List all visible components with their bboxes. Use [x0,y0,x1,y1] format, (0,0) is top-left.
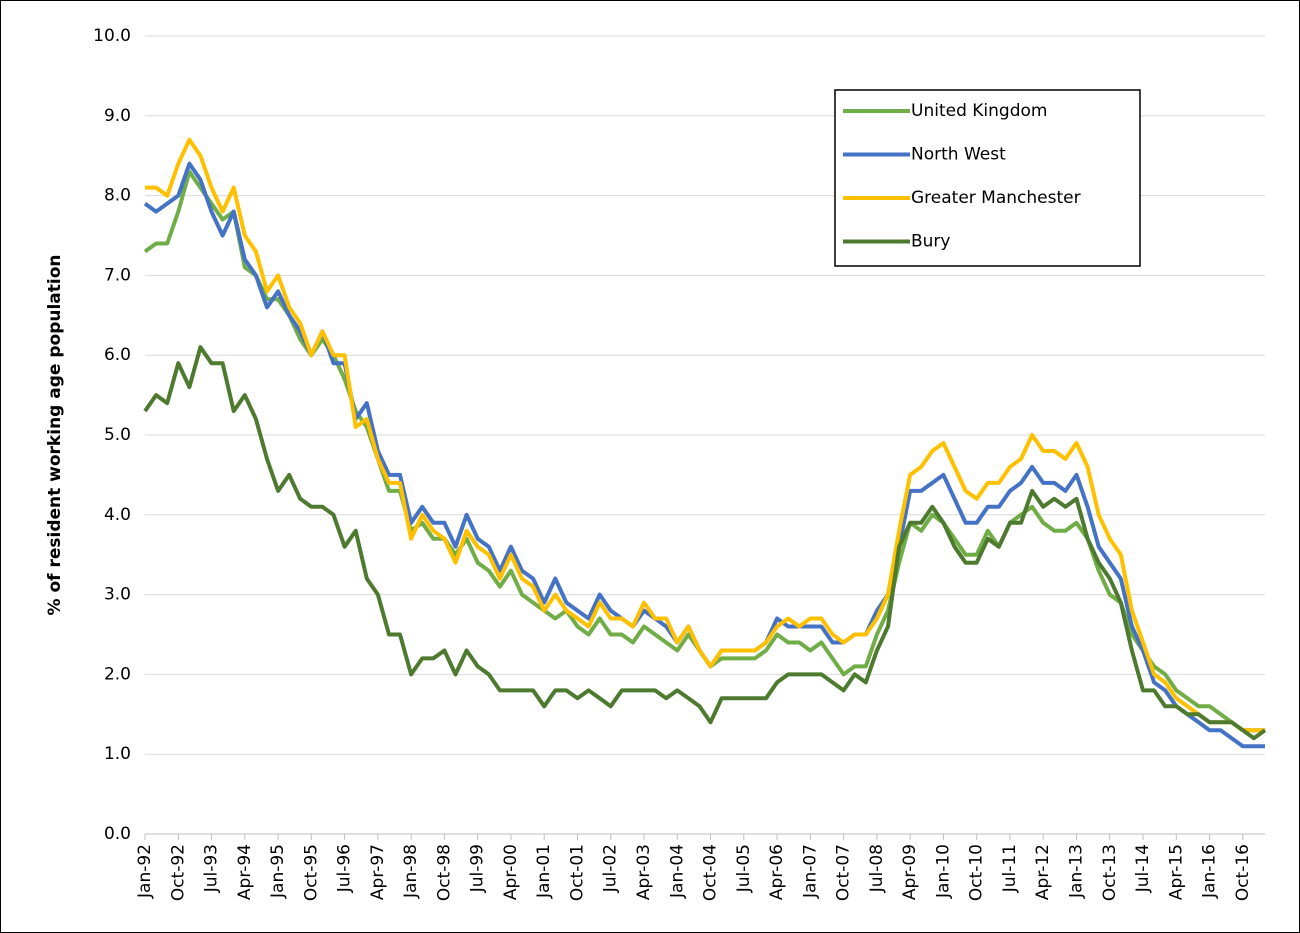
x-tick-label: Jul-14 [1133,844,1153,893]
x-tick-label: Jan-98 [401,844,421,899]
x-tick-label: Jan-16 [1200,844,1220,899]
x-tick-label: Jan-92 [135,844,155,899]
x-tick-label: Jul-08 [867,844,887,893]
x-tick-label: Jan-13 [1066,844,1086,899]
y-tick-label: 4.0 [104,505,131,525]
x-tick-label: Jan-07 [800,844,820,899]
legend-label: Greater Manchester [911,188,1081,208]
y-tick-label: 10.0 [93,26,131,46]
x-tick-label: Oct-16 [1233,844,1253,901]
x-tick-label: Jan-95 [268,844,288,899]
x-tick-label: Jul-93 [202,844,222,893]
y-tick-label: 9.0 [104,106,131,126]
x-tick-label: Jan-04 [667,844,687,899]
y-tick-label: 5.0 [104,425,131,445]
y-tick-label: 3.0 [104,585,131,605]
x-tick-label: Oct-10 [967,844,987,901]
x-tick-label: Apr-03 [634,844,654,900]
x-tick-label: Apr-06 [767,844,787,900]
x-tick-label: Jul-11 [1000,844,1020,893]
y-tick-label: 8.0 [104,186,131,206]
y-tick-label: 7.0 [104,265,131,285]
y-tick-label: 6.0 [104,345,131,365]
legend-label: North West [911,145,1006,165]
x-tick-label: Apr-12 [1033,844,1053,900]
x-tick-label: Jul-96 [335,844,355,893]
x-tick-label: Jan-10 [933,844,953,899]
series-line [143,345,1267,741]
x-tick-label: Jan-01 [534,844,554,899]
x-tick-label: Oct-07 [834,844,854,901]
legend-label: United Kingdom [911,101,1047,121]
y-axis-label: % of resident working age population [45,255,65,616]
x-tick-label: Apr-94 [235,844,255,900]
x-tick-label: Oct-95 [301,844,321,901]
x-tick-label: Apr-15 [1166,844,1186,900]
x-tick-label: Jul-02 [601,844,621,893]
x-tick-label: Jul-05 [734,844,754,893]
x-tick-label: Oct-98 [434,844,454,901]
legend-label: Bury [911,232,951,252]
x-tick-label: Oct-04 [701,844,721,901]
x-tick-label: Oct-92 [168,844,188,901]
series-line [145,137,1265,733]
x-tick-label: Oct-01 [567,844,587,901]
x-tick-label: Apr-00 [501,844,521,900]
x-tick-label: Jul-99 [468,844,488,893]
y-tick-label: 2.0 [104,664,131,684]
x-tick-label: Apr-97 [368,844,388,900]
x-tick-label: Apr-09 [900,844,920,900]
legend-box [834,89,1141,267]
y-tick-label: 0.0 [104,824,131,844]
y-tick-label: 1.0 [104,744,131,764]
x-tick-label: Oct-13 [1100,844,1120,901]
